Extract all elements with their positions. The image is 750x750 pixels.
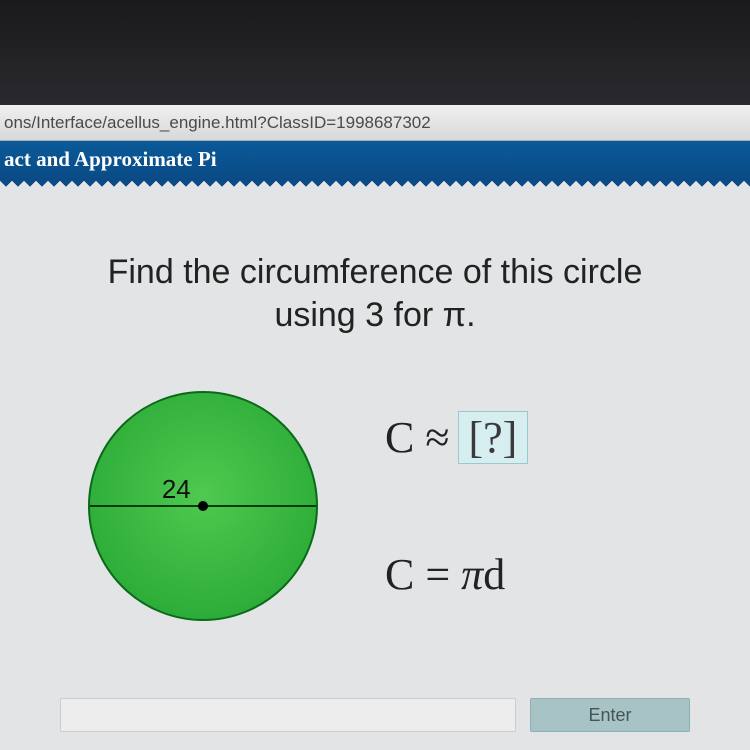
answer-row: Enter — [0, 698, 750, 732]
url-text: ons/Interface/acellus_engine.html?ClassI… — [4, 113, 431, 132]
answer-input[interactable] — [60, 698, 516, 732]
page-content: ons/Interface/acellus_engine.html?ClassI… — [0, 105, 750, 750]
url-bar[interactable]: ons/Interface/acellus_engine.html?ClassI… — [0, 105, 750, 141]
answer-placeholder-box[interactable]: [?] — [458, 411, 529, 464]
problem-area: Find the circumference of this circle us… — [0, 191, 750, 631]
answer-lhs: C ≈ — [385, 412, 450, 463]
answer-equation: C ≈ [?] — [385, 411, 720, 464]
prompt-line-1: Find the circumference of this circle — [108, 253, 643, 291]
center-dot — [198, 501, 208, 511]
enter-button[interactable]: Enter — [530, 698, 690, 732]
diameter-label: 24 — [162, 474, 191, 505]
circle-diagram: 24 — [30, 381, 375, 621]
lesson-title: act and Approximate Pi — [4, 147, 217, 171]
problem-prompt: Find the circumference of this circle us… — [30, 251, 720, 336]
zigzag-divider — [0, 181, 750, 191]
circle-shape: 24 — [88, 391, 318, 621]
formula-equation: C = πd — [385, 549, 720, 600]
work-row: 24 C ≈ [?] C = πd — [30, 381, 720, 621]
equations-panel: C ≈ [?] C = πd — [375, 381, 720, 600]
lesson-title-bar: act and Approximate Pi — [0, 141, 750, 181]
browser-chrome-top — [0, 0, 750, 105]
prompt-line-2: using 3 for π. — [274, 296, 475, 334]
